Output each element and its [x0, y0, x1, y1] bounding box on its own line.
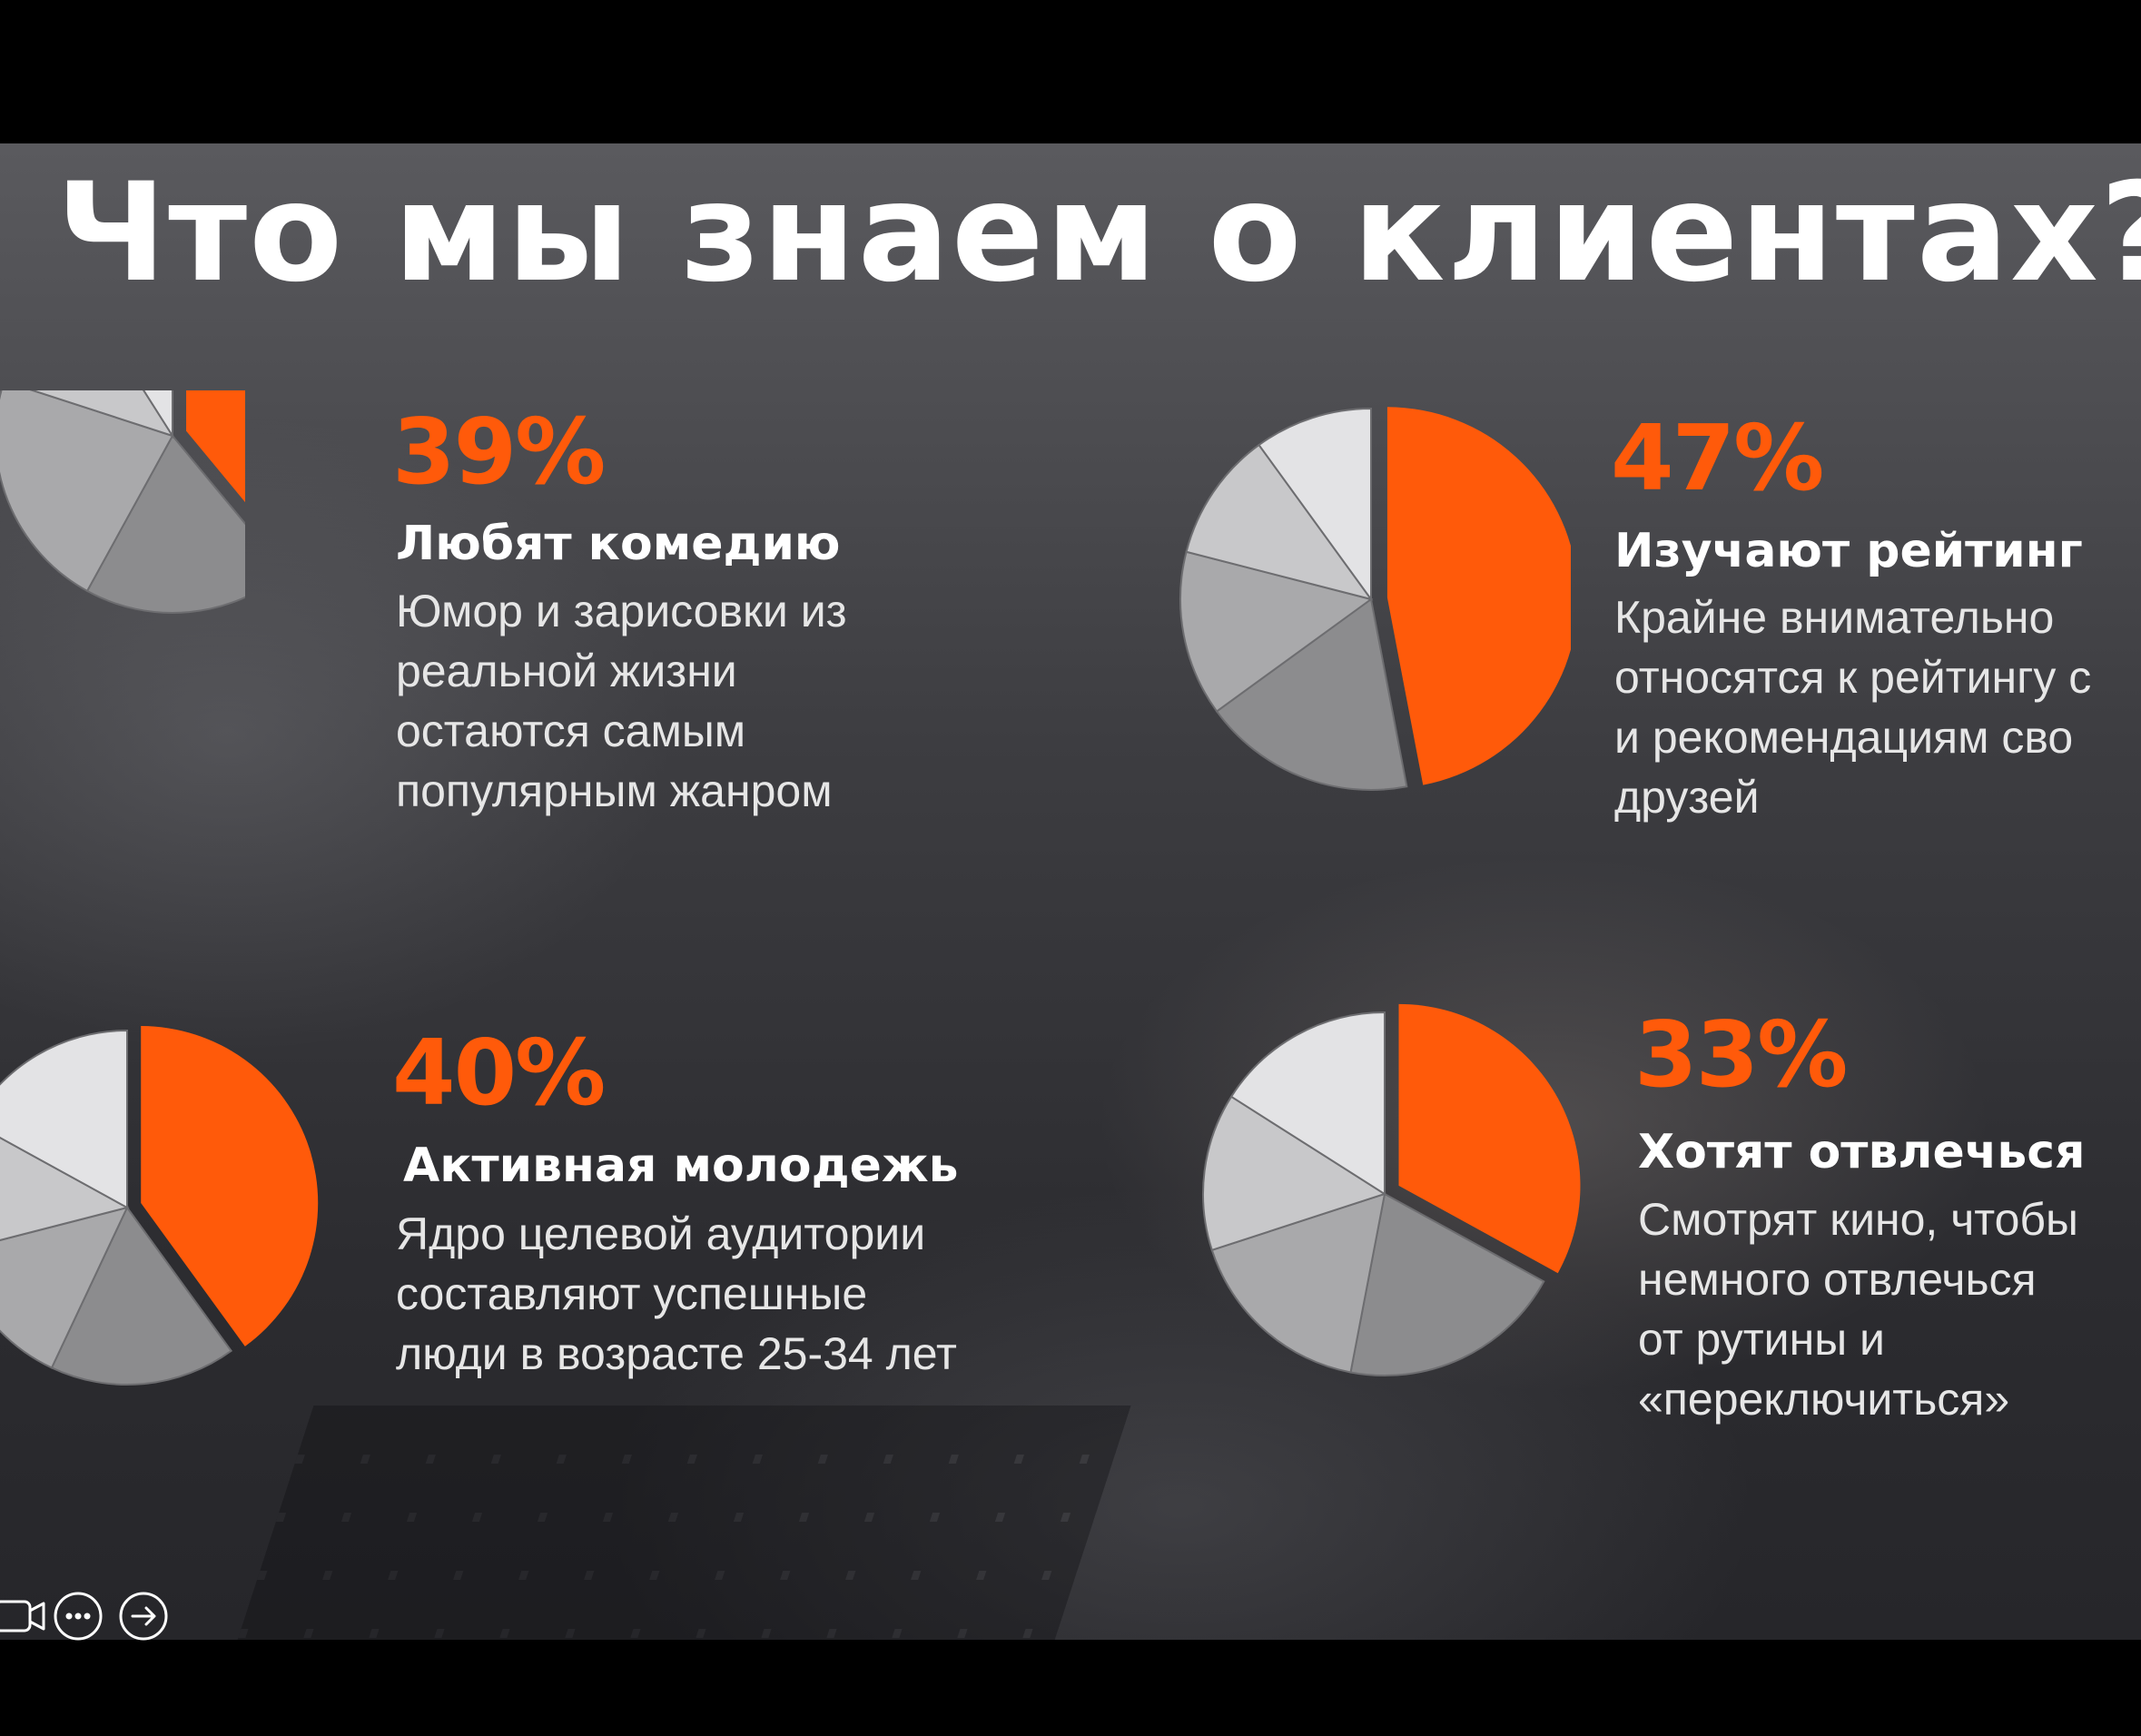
pie-slice: [1215, 597, 1408, 791]
percent-distraction: 33%: [1634, 1001, 1848, 1108]
slide: [0, 143, 2141, 1640]
page-title: Что мы знаем о клиентах?: [56, 154, 2141, 312]
pie-chart-comedy: [0, 390, 245, 614]
pie-slice: [50, 1206, 233, 1386]
pie-slice-highlight: [141, 1026, 319, 1346]
pie-slice: [85, 434, 245, 614]
description-rating: Крайне внимательно относятся к рейтингу …: [1614, 587, 2091, 827]
pie-slice: [0, 1029, 128, 1209]
pie-slice: [1179, 550, 1374, 713]
more-options-icon[interactable]: [53, 1591, 104, 1642]
description-line: реальной жизни: [396, 646, 737, 696]
percent-comedy: 39%: [392, 399, 606, 505]
description-line: «переключиться»: [1638, 1374, 2010, 1425]
pie-slice-highlight: [1398, 1003, 1581, 1274]
heading-comedy: Любят комедию: [396, 517, 841, 571]
pie-chart-distraction: [1202, 1003, 1581, 1376]
description-line: остаются самым: [396, 705, 746, 756]
description-comedy: Юмор и зарисовки из реальной жизни остаю…: [396, 581, 847, 821]
pie-slice: [1258, 407, 1372, 603]
description-youth: Ядро целевой аудитории составляют успешн…: [396, 1204, 957, 1384]
percent-youth: 40%: [392, 1020, 606, 1126]
slideshow-controls: [0, 1591, 169, 1642]
heading-rating: Изучают рейтинг: [1614, 524, 2083, 578]
pie-slice-highlight: [1386, 407, 1571, 785]
percent-rating: 47%: [1611, 405, 1824, 511]
description-line: от рутины и: [1638, 1314, 1885, 1365]
description-line: Крайне внимательно: [1614, 592, 2055, 643]
description-line: люди в возрасте 25-34 лет: [396, 1328, 957, 1379]
heading-distraction: Хотят отвлечься: [1638, 1125, 2086, 1179]
pie-slice: [29, 390, 175, 438]
pie-chart-youth: [0, 1026, 319, 1386]
pie-slice: [1349, 1192, 1545, 1376]
next-arrow-icon[interactable]: [118, 1591, 169, 1642]
description-line: Юмор и зарисовки из: [396, 586, 847, 636]
description-line: и рекомендациям сво: [1614, 712, 2074, 763]
description-line: друзей: [1614, 772, 1760, 823]
heading-youth: Активная молодежь: [403, 1139, 959, 1193]
pie-slice: [1210, 1192, 1386, 1374]
pie-slice: [1229, 1011, 1386, 1196]
pie-slice: [0, 1206, 129, 1369]
description-line: относятся к рейтингу с: [1614, 652, 2092, 703]
pie-slice: [0, 390, 174, 593]
pie-slice-highlight: [186, 390, 245, 503]
description-line: Ядро целевой аудитории: [396, 1208, 926, 1259]
description-line: Смотрят кино, чтобы: [1638, 1194, 2078, 1245]
pie-slice: [1202, 1095, 1387, 1252]
description-line: популярным жанром: [396, 765, 833, 816]
camera-icon[interactable]: [0, 1594, 49, 1638]
pie-slice: [143, 390, 173, 439]
pie-chart-rating: [1179, 407, 1571, 791]
description-line: составляют успешные: [396, 1268, 868, 1319]
pie-slice: [1185, 443, 1374, 601]
description-distraction: Смотрят кино, чтобы немного отвлечься от…: [1638, 1189, 2078, 1429]
description-line: немного отвлечься: [1638, 1254, 2037, 1305]
pie-slice: [0, 1136, 130, 1241]
background-keyboard: [231, 1406, 1131, 1640]
